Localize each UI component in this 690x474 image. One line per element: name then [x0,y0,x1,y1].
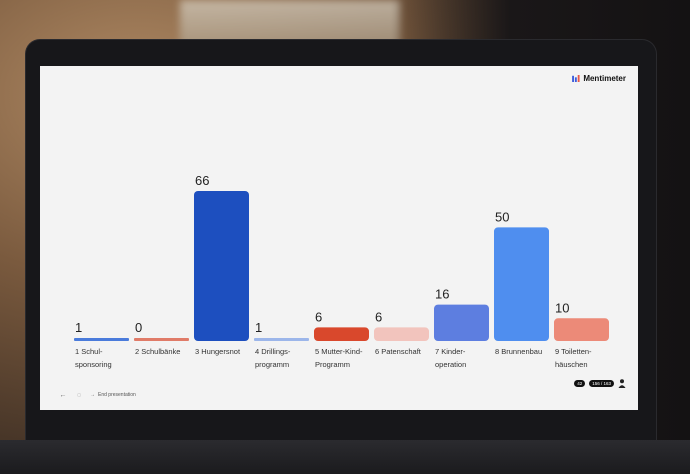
bar-value-label: 16 [435,287,449,302]
category-label: 2 Schulbänke [135,347,180,356]
category-label: 5 Mutter-Kind-Programm [315,347,363,369]
category-label: 3 Hungersnot [195,347,241,356]
laptop-base [0,440,690,474]
category-label: 4 Drillings-programm [255,347,291,369]
end-presentation-button[interactable]: → End presentation [90,392,136,398]
bar-9 [554,318,609,341]
category-label: 6 Patenschaft [375,347,422,356]
bar-value-label: 0 [135,320,142,335]
bar-value-label: 1 [75,320,82,335]
bar-value-label: 6 [375,309,382,324]
back-arrow-icon[interactable]: ← [59,391,67,399]
bar-5 [314,327,369,341]
votes-badge: 42 [574,380,586,387]
bar-1 [74,338,129,341]
brand-logo: Mentimeter [572,74,626,83]
end-presentation-label: End presentation [98,392,136,398]
category-label: 8 Brunnenbau [495,347,542,356]
bar-4 [254,338,309,341]
participants-badge: 156 / 163 [589,380,614,387]
category-label: 9 Toiletten-häuschen [555,347,592,369]
bar-value-label: 50 [495,209,509,224]
vote-counters: 42 156 / 163 [574,379,626,388]
bar-value-label: 6 [315,309,322,324]
bar-value-label: 10 [555,300,569,315]
brand-name: Mentimeter [583,74,626,83]
category-label: 7 Kinder-operation [435,347,466,369]
bar-7 [434,304,489,341]
bar-6 [374,327,429,341]
category-label: 1 Schul-sponsoring [75,347,112,369]
bar-2 [134,338,189,341]
person-icon [618,379,626,388]
bar-value-label: 66 [195,173,209,188]
mentimeter-logo-icon [572,75,580,82]
footer-controls: ← ◌ → End presentation [58,390,136,400]
bar-8 [494,227,549,341]
arrow-right-icon: → [90,392,95,398]
bar-value-label: 1 [255,320,262,335]
bar-3 [194,191,249,341]
lightbulb-icon[interactable]: ◌ [76,391,82,399]
